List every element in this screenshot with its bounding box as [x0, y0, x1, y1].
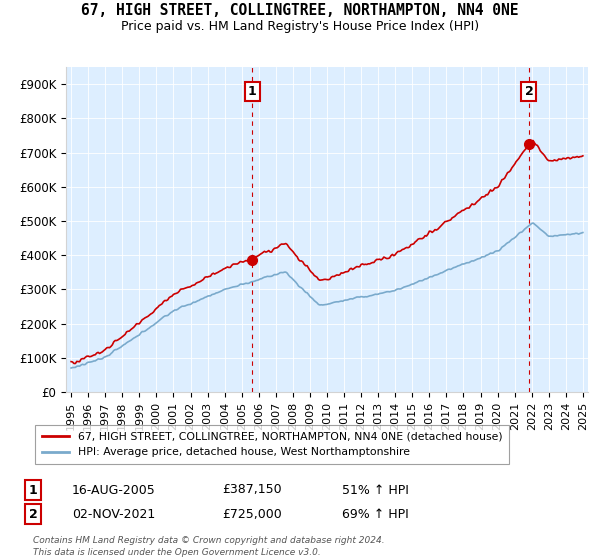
Text: Price paid vs. HM Land Registry's House Price Index (HPI): Price paid vs. HM Land Registry's House …	[121, 20, 479, 32]
Text: Contains HM Land Registry data © Crown copyright and database right 2024.
This d: Contains HM Land Registry data © Crown c…	[33, 536, 385, 557]
Text: 1: 1	[29, 483, 37, 497]
Text: 2: 2	[524, 85, 533, 97]
Text: 69% ↑ HPI: 69% ↑ HPI	[342, 507, 409, 521]
Legend: 67, HIGH STREET, COLLINGTREE, NORTHAMPTON, NN4 0NE (detached house), HPI: Averag: 67, HIGH STREET, COLLINGTREE, NORTHAMPTO…	[35, 426, 509, 464]
Text: £387,150: £387,150	[222, 483, 281, 497]
Text: 16-AUG-2005: 16-AUG-2005	[72, 483, 156, 497]
Text: 51% ↑ HPI: 51% ↑ HPI	[342, 483, 409, 497]
Text: 02-NOV-2021: 02-NOV-2021	[72, 507, 155, 521]
Text: 2: 2	[29, 507, 37, 521]
Text: £725,000: £725,000	[222, 507, 282, 521]
Text: 1: 1	[248, 85, 257, 97]
Text: 67, HIGH STREET, COLLINGTREE, NORTHAMPTON, NN4 0NE: 67, HIGH STREET, COLLINGTREE, NORTHAMPTO…	[81, 3, 519, 18]
